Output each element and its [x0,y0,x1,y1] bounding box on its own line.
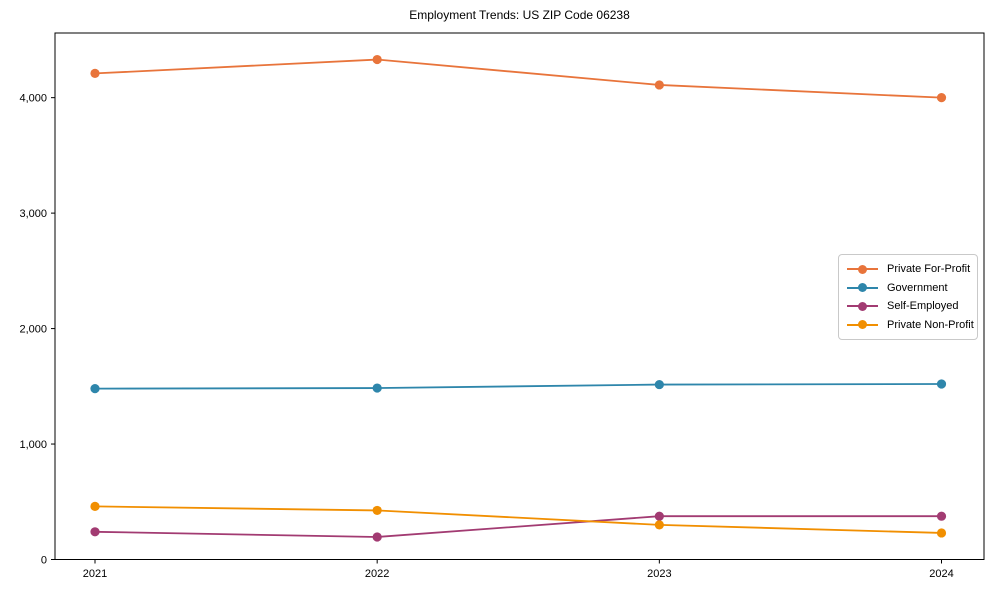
data-point-marker [936,511,947,521]
data-point-marker [90,501,100,511]
data-point-marker [372,383,382,393]
x-axis-tick-label: 2023 [647,568,671,580]
data-point-marker [654,379,664,390]
data-point-marker [654,520,664,530]
legend-marker-icon [847,264,878,275]
legend-marker-icon [847,319,878,330]
x-axis-tick-label: 2024 [929,568,953,580]
y-axis-tick-label: 1,000 [19,439,47,451]
plot-area-border [54,32,985,560]
data-point-marker [90,384,100,394]
data-point-marker [90,527,100,537]
legend-label: Private Non-Profit [887,318,974,331]
y-axis-tick-label: 2,000 [19,323,47,335]
chart-title: Employment Trends: US ZIP Code 06238 [409,8,630,22]
data-point-marker [90,68,100,79]
legend-item: Self-Employed [847,297,969,315]
y-axis-tick-label: 0 [41,554,47,566]
legend-label: Self-Employed [887,300,959,313]
data-point-marker [936,379,947,389]
data-point-marker [936,528,947,538]
legend-label: Private For-Profit [887,263,971,276]
legend-item: Private Non-Profit [847,316,974,334]
x-axis-tick-label: 2022 [365,568,389,580]
data-point-marker [654,511,664,521]
x-axis-tick-label: 2021 [83,568,107,580]
series-line [94,515,942,538]
data-point-marker [654,80,664,90]
series-line [94,505,942,534]
y-axis-tick-label: 4,000 [19,92,47,104]
series-line [94,58,942,99]
legend-marker-icon [847,301,878,312]
data-point-marker [372,505,382,516]
chart-legend: Private For-Profit Government Self-Emplo… [838,254,978,340]
legend-marker-icon [847,282,878,293]
data-point-marker [372,54,382,65]
series-line [94,383,942,390]
legend-item: Private For-Profit [847,260,971,278]
legend-item: Government [847,279,969,297]
data-point-marker [372,532,382,542]
legend-label: Government [887,281,948,294]
y-axis-tick-label: 3,000 [19,208,47,220]
data-point-marker [936,93,947,103]
